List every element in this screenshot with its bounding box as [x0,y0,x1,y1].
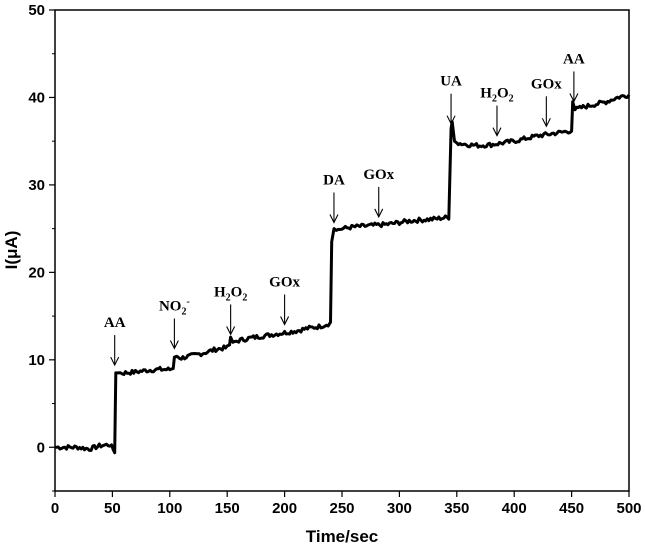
annotation-label: GOx [269,274,300,290]
annotation-arrowhead [226,326,236,336]
x-tick-label: 100 [157,500,182,517]
x-tick-label: 250 [329,500,354,517]
x-axis-title: Time/sec [306,527,378,546]
y-tick-label: 30 [28,177,45,194]
x-tick-label: 350 [444,500,469,517]
annotation-arrowhead [110,356,120,367]
annotation-arrowhead [169,340,179,350]
x-tick-label: 50 [104,500,121,517]
annotation-label: H2O2 [480,86,513,105]
x-tick-label: 200 [272,500,297,517]
annotation-arrowhead [446,115,456,125]
y-tick-label: 50 [28,2,45,19]
x-tick-label: 0 [51,500,59,517]
annotation-arrowhead [329,214,339,224]
plot-frame [54,9,630,492]
x-tick-label: 500 [616,500,641,517]
annotation-label: H2O2 [214,284,247,303]
y-axis-title: I(μA) [2,231,21,270]
annotation-label: GOx [531,76,562,92]
y-tick-label: 40 [28,89,45,106]
annotation-arrowhead [569,93,579,103]
annotation-arrowhead [541,118,551,128]
annotation-arrowhead [374,208,384,219]
annotation-label: AA [563,51,585,67]
annotation-label: NO2- [159,296,190,317]
x-tick-label: 450 [559,500,584,517]
y-tick-label: 0 [37,439,45,456]
y-tick-label: 10 [28,352,45,369]
annotation-arrowhead [280,316,290,326]
annotation-label: DA [323,173,345,189]
annotation-label: GOx [363,167,394,183]
y-tick-label: 20 [28,264,45,281]
current-trace-line [55,94,631,455]
annotation-label: AA [104,315,126,331]
x-tick-label: 400 [502,500,527,517]
annotation-arrowhead [492,127,502,137]
x-tick-label: 150 [215,500,240,517]
x-tick-label: 300 [387,500,412,517]
annotation-label: UA [440,74,462,90]
